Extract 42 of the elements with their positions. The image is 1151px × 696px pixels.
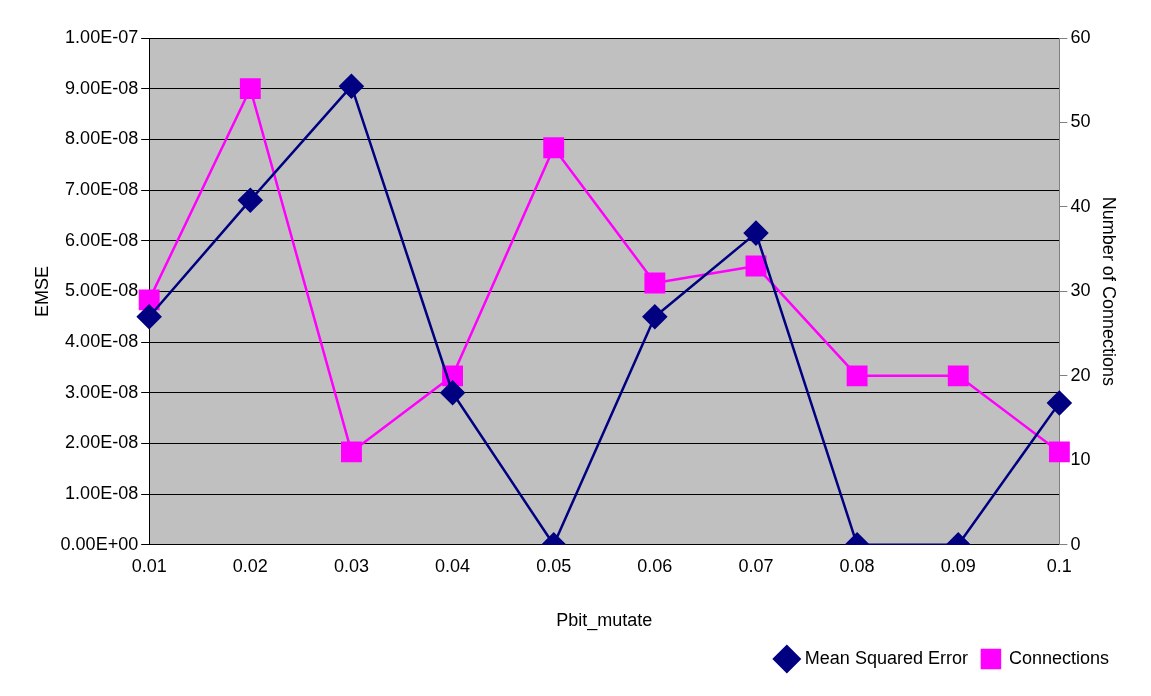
- point: [239, 78, 261, 100]
- point: [745, 255, 767, 277]
- y-tick-label: 6.00E-08: [65, 229, 139, 250]
- y2-tick-label: 40: [1070, 195, 1091, 216]
- x-tick-label: 0.08: [839, 555, 875, 576]
- x-axis-title: Pbit_mutate: [556, 610, 653, 632]
- y-tick-label: 8.00E-08: [65, 128, 139, 149]
- y-tick-label: 4.00E-08: [65, 331, 139, 352]
- x-tick-label: 0.03: [333, 555, 369, 576]
- y-tick-label: 5.00E-08: [65, 280, 139, 301]
- y2-tick-label: 50: [1070, 111, 1091, 132]
- y2-tick-label: 0: [1070, 533, 1081, 554]
- x-tick-label: 0.01: [131, 555, 167, 576]
- x-tick-label: 0.1: [1046, 555, 1072, 576]
- y-tick-label: 0.00E+00: [60, 533, 139, 554]
- point: [138, 289, 160, 311]
- y-tick-label: 9.00E-08: [65, 77, 139, 98]
- y-axis-title: EMSE: [31, 265, 52, 317]
- y-tick-label: 3.00E-08: [65, 381, 139, 402]
- point: [644, 272, 666, 294]
- y-tick-label: 2.00E-08: [65, 432, 139, 453]
- legend-label: Connections: [1008, 647, 1110, 668]
- y2-tick-label: 60: [1070, 26, 1091, 47]
- y-tick-label: 1.00E-07: [65, 26, 139, 47]
- point: [543, 137, 565, 159]
- point: [846, 365, 868, 387]
- x-tick-label: 0.09: [940, 555, 976, 576]
- y-tick-label: 7.00E-08: [65, 179, 139, 200]
- y2-tick-label: 10: [1070, 449, 1091, 470]
- x-tick-label: 0.05: [536, 555, 572, 576]
- y2-tick-label: 20: [1070, 364, 1091, 385]
- y2-axis-title: Number of Connections: [1099, 196, 1120, 386]
- y2-tick-label: 30: [1070, 280, 1091, 301]
- point: [947, 365, 969, 387]
- point: [341, 441, 362, 463]
- x-tick-label: 0.04: [435, 555, 471, 576]
- legend-label: Mean Squared Error: [804, 647, 968, 668]
- y-tick-label: 1.00E-08: [65, 483, 139, 504]
- x-tick-label: 0.07: [738, 555, 774, 576]
- x-tick-label: 0.02: [232, 555, 268, 576]
- point: [1048, 441, 1070, 463]
- x-tick-label: 0.06: [637, 555, 673, 576]
